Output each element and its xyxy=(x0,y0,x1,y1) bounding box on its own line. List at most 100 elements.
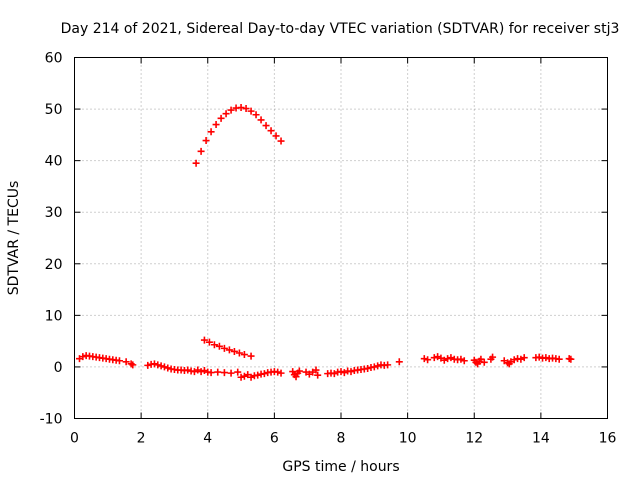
data-point xyxy=(370,363,378,371)
series-low-07 xyxy=(470,353,497,368)
tick-labels: 0 2 4 6 8 10 12 14 16 -10 0 10 20 30 40 50 60 xyxy=(40,51,617,447)
x-tick-label: 2 xyxy=(137,431,146,447)
data-point xyxy=(115,357,123,365)
y-tick-label: -10 xyxy=(40,412,63,428)
data-point xyxy=(197,147,205,155)
data-point xyxy=(260,370,268,378)
data-point xyxy=(237,104,245,112)
data-point xyxy=(277,137,285,145)
x-tick-label: 8 xyxy=(337,431,346,447)
series-low-05 xyxy=(324,358,403,378)
data-point xyxy=(247,107,255,115)
data-point xyxy=(154,361,162,369)
data-point xyxy=(164,364,172,372)
data-point xyxy=(295,367,303,375)
data-point xyxy=(150,360,158,368)
data-point xyxy=(347,368,355,376)
data-point xyxy=(520,354,528,362)
data-point xyxy=(340,369,348,377)
data-point xyxy=(480,358,488,366)
data-point xyxy=(254,371,262,379)
data-point xyxy=(257,116,265,124)
data-point xyxy=(237,373,245,381)
series-arc-high xyxy=(192,104,285,167)
data-point xyxy=(447,354,455,362)
data-point xyxy=(330,370,338,378)
data-point xyxy=(194,366,202,374)
data-point xyxy=(210,341,218,349)
data-point xyxy=(207,369,215,377)
data-point xyxy=(129,361,137,369)
y-tick-label: 40 xyxy=(45,154,63,170)
data-point xyxy=(220,369,228,377)
axis-ticks xyxy=(74,57,608,419)
data-point xyxy=(395,358,403,366)
data-point xyxy=(460,357,468,365)
data-point xyxy=(242,105,250,113)
grid xyxy=(74,57,608,419)
data-point xyxy=(267,127,275,135)
data-point xyxy=(430,354,438,362)
x-tick-label: 0 xyxy=(70,431,79,447)
series-low-06 xyxy=(420,353,468,365)
x-tick-label: 16 xyxy=(599,431,617,447)
data-point xyxy=(160,363,168,371)
data-point xyxy=(517,355,525,363)
series-low-09 xyxy=(532,353,575,363)
data-point xyxy=(227,106,235,114)
data-point xyxy=(247,352,255,360)
data-point xyxy=(374,362,382,370)
data-point xyxy=(200,336,208,344)
series-low-03 xyxy=(289,367,303,381)
y-tick-label: 30 xyxy=(45,205,63,221)
data-point xyxy=(434,353,442,361)
data-point xyxy=(184,366,192,374)
series-arc-mid xyxy=(200,336,255,360)
data-point xyxy=(542,354,550,362)
data-point xyxy=(215,342,223,350)
data-point xyxy=(234,368,242,376)
data-point xyxy=(190,368,198,376)
data-point xyxy=(240,372,248,380)
data-point xyxy=(444,355,452,363)
data-point xyxy=(424,356,432,364)
data-point xyxy=(192,159,200,167)
data-point xyxy=(274,368,282,376)
data-point xyxy=(197,368,205,376)
x-tick-label: 6 xyxy=(270,431,279,447)
data-point xyxy=(235,349,243,357)
data-point xyxy=(200,367,208,375)
data-point xyxy=(535,353,543,361)
series-low-02 xyxy=(144,360,285,381)
y-tick-label: 60 xyxy=(45,51,63,67)
data-point xyxy=(489,353,497,361)
y-axis-label: SDTVAR / TECUs xyxy=(6,181,22,296)
data-point xyxy=(262,122,270,130)
data-point xyxy=(364,364,372,372)
x-tick-label: 12 xyxy=(465,431,483,447)
y-tick-label: 50 xyxy=(45,102,63,118)
x-tick-label: 14 xyxy=(532,431,550,447)
x-axis-label: GPS time / hours xyxy=(282,459,399,475)
data-point xyxy=(337,368,345,376)
series-low-04 xyxy=(302,366,322,379)
series-low-01 xyxy=(75,352,137,369)
y-tick-label: 20 xyxy=(45,257,63,273)
data-point xyxy=(205,338,213,346)
series-low-08 xyxy=(500,354,528,368)
data-point xyxy=(230,347,238,355)
data-point xyxy=(144,361,152,369)
data-point xyxy=(214,368,222,376)
data-point xyxy=(314,371,322,379)
y-tick-label: 10 xyxy=(45,308,63,324)
data-point xyxy=(79,353,87,361)
data-point xyxy=(220,344,228,352)
data-point xyxy=(157,362,165,370)
x-tick-label: 10 xyxy=(399,431,417,447)
x-tick-label: 4 xyxy=(203,431,212,447)
y-tick-label: 0 xyxy=(54,360,63,376)
data-point xyxy=(277,369,285,377)
data-point xyxy=(227,369,235,377)
data-points xyxy=(75,104,575,381)
data-point xyxy=(122,358,130,366)
